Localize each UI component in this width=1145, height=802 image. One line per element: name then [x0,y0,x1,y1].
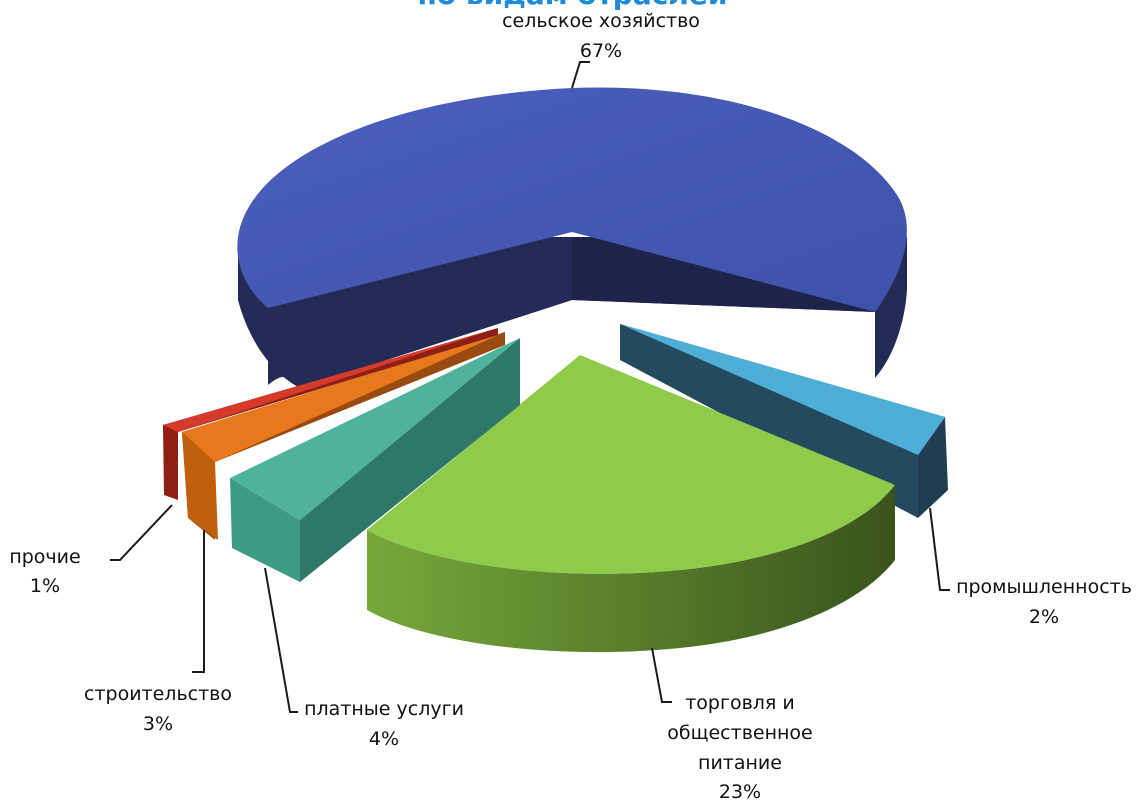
slice-label-line-2: общественное [667,722,813,744]
slice-value-label: 2% [1029,606,1059,628]
slice-top [163,328,498,432]
pie-slice-services [230,338,520,582]
slice-side [620,324,945,518]
slice-side [268,300,572,388]
slice-side [182,432,218,540]
pie-slice-other [163,328,498,500]
data-label-industry: промышленность 2% [956,576,1132,628]
slice-value-label: 23% [719,781,761,802]
slice-side [918,417,948,518]
leader-line-other [110,504,173,561]
slice-label: строительство [84,683,232,705]
pie-slice-trade [367,355,895,653]
slice-side [367,485,895,653]
slice-top [367,355,895,574]
leader-line-industry [929,507,950,591]
slice-label-line-1: торговля и [685,692,795,714]
pie-slice-agriculture [237,87,907,388]
slice-label: прочие [9,546,80,568]
slice-top [237,87,907,312]
slice-label: сельское хозяйство [502,10,700,32]
slice-label-line-3: питание [698,752,782,774]
data-label-trade: торговля и общественное питание 23% [667,692,813,802]
leader-line-agriculture [571,61,590,89]
slice-value-label: 67% [580,40,622,62]
slice-side [300,338,520,582]
slice-label: платные услуги [304,698,464,720]
slice-value-label: 3% [143,713,173,735]
pie-slice-construction [182,332,505,540]
slice-value-label: 1% [30,575,60,597]
leader-line-construction [192,530,205,673]
slice-top [230,338,520,520]
slice-top [182,332,505,462]
data-label-construction: строительство 3% [84,683,232,735]
leader-line-services [264,567,298,713]
slice-label: промышленность [956,576,1132,598]
leader-line-trade [651,647,672,703]
data-label-services: платные услуги 4% [304,698,464,750]
chart-title: по видам отраслей [0,0,1145,11]
slice-top [620,324,945,455]
slice-side [230,478,300,582]
pie-slice-industry [620,324,948,518]
data-label-other: прочие 1% [9,546,80,597]
slice-value-label: 4% [369,728,399,750]
data-label-agriculture: сельское хозяйство 67% [502,10,700,62]
